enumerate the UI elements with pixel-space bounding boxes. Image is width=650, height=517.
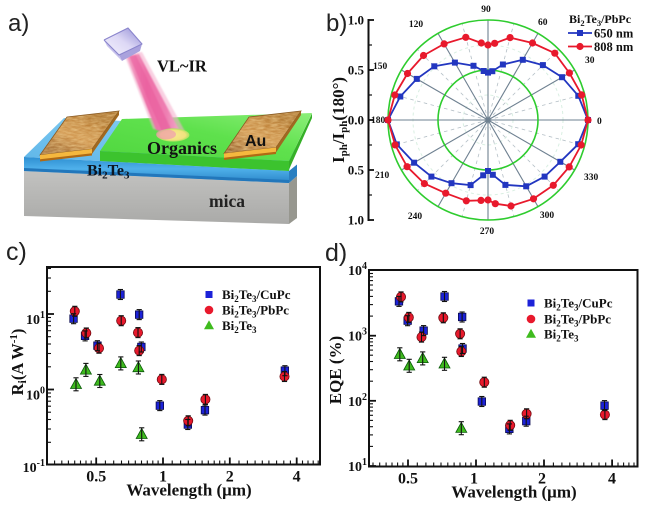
svg-text:4: 4 — [608, 471, 616, 488]
svg-text:Bi2​Te3​/PbPc: Bi2​Te3​/PbPc — [569, 12, 632, 28]
svg-text:0: 0 — [597, 117, 602, 127]
svg-text:1.0: 1.0 — [348, 213, 364, 228]
svg-text:Bi2​Te3​/PbPc: Bi2​Te3​/PbPc — [222, 303, 289, 320]
svg-text:0.5: 0.5 — [86, 469, 106, 486]
svg-text:4: 4 — [293, 469, 301, 486]
svg-text:330: 330 — [584, 173, 599, 183]
svg-text:180: 180 — [371, 116, 386, 126]
svg-text:1: 1 — [159, 469, 167, 486]
svg-text:Wavelength (μm): Wavelength (μm) — [126, 481, 251, 500]
svg-text:Wavelength (μm): Wavelength (μm) — [451, 483, 576, 502]
svg-text:Bi2​Te3​/PbPc: Bi2​Te3​/PbPc — [544, 312, 611, 329]
svg-text:2: 2 — [538, 471, 546, 488]
svg-text:Ri(A W-1): Ri(A W-1) — [8, 329, 29, 396]
svg-text:90: 90 — [481, 5, 491, 15]
svg-text:Bi2​Te3​/CuPc: Bi2​Te3​/CuPc — [222, 287, 291, 304]
svg-text:270: 270 — [480, 227, 495, 237]
svg-text:0.0: 0.0 — [348, 113, 364, 128]
svg-text:Bi2​Te3​: Bi2​Te3​ — [544, 327, 579, 344]
svg-text:0.5: 0.5 — [348, 163, 365, 178]
svg-text:1.0: 1.0 — [348, 13, 364, 28]
svg-text:650 nm: 650 nm — [594, 27, 634, 41]
svg-text:2: 2 — [226, 469, 234, 486]
svg-text:a): a) — [8, 10, 29, 37]
svg-text:808 nm: 808 nm — [594, 40, 634, 54]
svg-text:b): b) — [326, 10, 347, 37]
svg-text:0.5: 0.5 — [398, 471, 418, 488]
svg-text:c): c) — [6, 238, 27, 266]
svg-text:150: 150 — [373, 62, 388, 72]
svg-text:Bi2​Te3​: Bi2​Te3​ — [222, 318, 257, 335]
svg-text:210: 210 — [375, 171, 390, 181]
svg-text:mica: mica — [209, 191, 245, 211]
svg-text:d): d) — [325, 239, 347, 267]
svg-text:Bi2​Te3​/CuPc: Bi2​Te3​/CuPc — [544, 296, 613, 313]
svg-text:Au: Au — [245, 133, 266, 150]
svg-text:120: 120 — [409, 20, 424, 30]
svg-text:0.5: 0.5 — [348, 63, 365, 78]
svg-text:1: 1 — [470, 471, 478, 488]
svg-text:Bi2​Te3​: Bi2​Te3​ — [87, 163, 130, 182]
svg-text:30: 30 — [585, 56, 595, 66]
svg-text:Iph​/Iph​(180°): Iph​/Iph​(180°) — [329, 77, 350, 163]
svg-text:240: 240 — [408, 212, 423, 222]
svg-text:EQE (%): EQE (%) — [326, 336, 345, 404]
svg-text:60: 60 — [538, 18, 548, 28]
svg-text:VL~IR: VL~IR — [157, 57, 208, 76]
svg-text:Organics: Organics — [147, 138, 217, 158]
svg-text:300: 300 — [540, 211, 555, 221]
